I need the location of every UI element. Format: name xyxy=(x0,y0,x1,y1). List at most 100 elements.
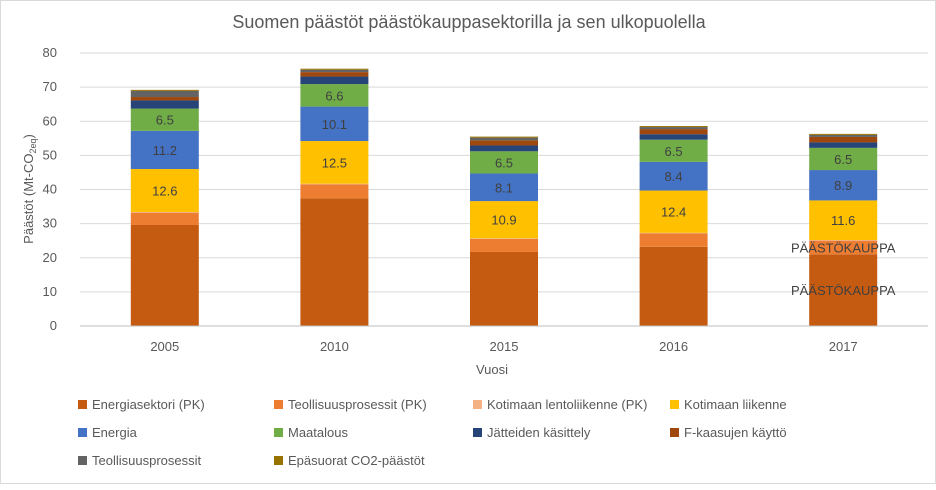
bar-segment xyxy=(809,170,878,201)
bar-segment xyxy=(639,246,708,326)
legend-swatch xyxy=(274,428,283,437)
data-label: 8.1 xyxy=(495,180,513,195)
bar-segment xyxy=(300,184,369,199)
bar-segment xyxy=(470,136,538,138)
y-tick-label: 60 xyxy=(43,113,57,128)
bar-segment xyxy=(300,76,369,85)
bar-segment xyxy=(470,251,538,326)
legend-swatch xyxy=(473,400,482,409)
bar-segment xyxy=(639,129,708,135)
bar-segment xyxy=(809,134,878,137)
legend-swatch xyxy=(78,428,87,437)
bar-segment xyxy=(470,201,538,239)
y-axis-label-main: Päästöt (Mt-CO xyxy=(21,154,36,244)
legend: Energiasektori (PK) Teollisuusprosessit (… xyxy=(78,397,787,468)
data-label: 11.6 xyxy=(831,213,855,228)
data-label: 6.5 xyxy=(834,152,852,167)
y-axis-ticks: 0 10 20 30 40 50 60 70 80 xyxy=(43,45,57,333)
legend-label: Maatalous xyxy=(288,425,348,440)
bar-segment xyxy=(300,68,369,70)
bar-segment xyxy=(300,72,369,77)
legend-label: Energiasektori (PK) xyxy=(92,397,205,412)
bar-segment xyxy=(809,240,878,255)
legend-swatch xyxy=(274,400,283,409)
bar-segment xyxy=(130,90,199,98)
bar-segment xyxy=(639,127,708,130)
x-tick-label: 2015 xyxy=(490,339,519,354)
y-tick-label: 40 xyxy=(43,182,57,197)
bar-segment xyxy=(130,169,199,213)
x-axis-label: Vuosi xyxy=(476,362,508,377)
data-label: 6.5 xyxy=(665,144,683,159)
legend-label: Epäsuorat CO2-päästöt xyxy=(288,453,425,468)
data-label: PÄÄSTÖKAUPPA xyxy=(791,283,896,298)
chart-title: Suomen päästöt päästökauppasektorilla ja… xyxy=(232,12,706,32)
x-tick-label: 2017 xyxy=(829,339,858,354)
bar-segment xyxy=(130,97,199,101)
bars: 12.6 11.2 6.5 12.5 10.1 6.6 10.9 8.1 6.5 12.4 8.4 6… xyxy=(130,68,896,326)
legend-swatch xyxy=(274,456,283,465)
bar-segment xyxy=(130,212,199,225)
data-label: 6.6 xyxy=(325,88,343,103)
x-tick-label: 2016 xyxy=(659,339,688,354)
data-label: 12.4 xyxy=(661,205,686,220)
legend-label: Teollisuusprosessit (PK) xyxy=(288,397,427,412)
data-label: 6.5 xyxy=(495,155,513,170)
data-label: 10.1 xyxy=(322,117,347,132)
data-label: 8.9 xyxy=(834,178,852,193)
y-tick-label: 0 xyxy=(50,318,57,333)
bar-segment xyxy=(809,240,878,241)
bar-segment xyxy=(130,224,199,326)
bar-segment xyxy=(639,161,708,191)
bar-segment xyxy=(470,137,538,141)
bar-segment xyxy=(809,254,878,326)
bar-segment xyxy=(470,151,538,174)
legend-label: Jätteiden käsittely xyxy=(487,425,591,440)
bar-segment xyxy=(130,130,199,170)
bar-segment xyxy=(130,212,199,213)
y-axis-label: Päästöt (Mt-CO2eq) xyxy=(21,134,38,244)
bar-segment xyxy=(639,126,708,128)
legend-swatch xyxy=(78,400,87,409)
bar-segment xyxy=(809,133,878,135)
x-axis-ticks: 2005 2010 2015 2016 2017 xyxy=(150,339,857,354)
legend-label: Energia xyxy=(92,425,138,440)
bar-segment xyxy=(130,108,199,131)
legend-swatch xyxy=(78,456,87,465)
y-tick-label: 70 xyxy=(43,79,57,94)
y-tick-label: 10 xyxy=(43,284,57,299)
y-axis-label-end: ) xyxy=(21,134,36,138)
y-tick-label: 80 xyxy=(43,45,57,60)
data-label: 10.9 xyxy=(491,213,516,228)
bar-segment xyxy=(639,139,708,162)
bar-segment xyxy=(300,106,369,142)
y-axis-label-sub: 2eq xyxy=(28,139,38,154)
bar-segment xyxy=(300,183,369,185)
bar-segment xyxy=(639,190,708,233)
bar-segment xyxy=(639,232,708,234)
legend-swatch xyxy=(670,428,679,437)
data-label: 8.4 xyxy=(665,169,683,184)
bar-segment xyxy=(300,198,369,326)
bar-segment xyxy=(470,238,538,239)
bar-segment xyxy=(639,134,708,140)
bar-segment xyxy=(130,89,199,91)
data-label: 12.6 xyxy=(152,184,177,199)
bar-segment xyxy=(470,173,538,202)
bar-segment xyxy=(470,238,538,252)
bar-segment xyxy=(300,84,369,107)
data-label: 12.5 xyxy=(322,155,347,170)
x-tick-label: 2005 xyxy=(150,339,179,354)
legend-swatch xyxy=(670,400,679,409)
bar-segment xyxy=(809,200,878,241)
bar-segment xyxy=(639,233,708,247)
x-tick-label: 2010 xyxy=(320,339,349,354)
data-label: PÄÄSTÖKAUPPA xyxy=(791,241,896,256)
bar-segment xyxy=(470,140,538,146)
legend-label: F-kaasujen käyttö xyxy=(684,425,787,440)
bar-segment xyxy=(300,69,369,73)
y-tick-label: 30 xyxy=(43,216,57,231)
bar-segment xyxy=(809,147,878,171)
